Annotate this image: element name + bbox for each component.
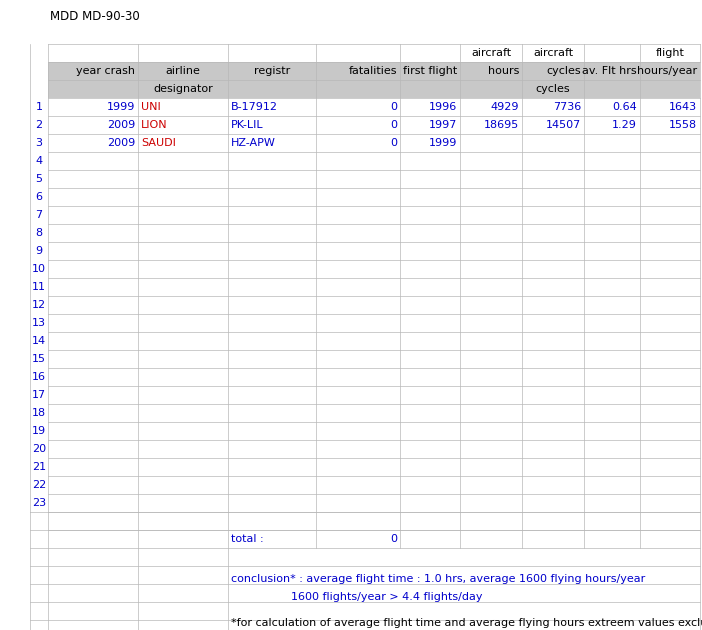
Text: B-17912: B-17912 — [231, 102, 278, 112]
Text: 0: 0 — [390, 138, 397, 148]
Text: 14507: 14507 — [545, 120, 581, 130]
Text: 16: 16 — [32, 372, 46, 382]
Text: 23: 23 — [32, 498, 46, 508]
Text: av. Flt hrs: av. Flt hrs — [583, 66, 637, 76]
Text: 2009: 2009 — [107, 138, 135, 148]
Text: cycles: cycles — [536, 84, 570, 94]
Text: 1997: 1997 — [429, 120, 457, 130]
Text: 18: 18 — [32, 408, 46, 418]
Text: 4: 4 — [35, 156, 43, 166]
Text: 2: 2 — [35, 120, 43, 130]
Text: 20: 20 — [32, 444, 46, 454]
Text: 0: 0 — [390, 120, 397, 130]
Text: airline: airline — [166, 66, 201, 76]
Text: 12: 12 — [32, 300, 46, 310]
Text: 11: 11 — [32, 282, 46, 292]
Text: flight: flight — [656, 48, 684, 58]
Text: designator: designator — [153, 84, 213, 94]
Text: hours: hours — [488, 66, 519, 76]
Text: 5: 5 — [36, 174, 43, 184]
Text: first flight: first flight — [403, 66, 457, 76]
Text: 18695: 18695 — [484, 120, 519, 130]
Text: 9: 9 — [35, 246, 43, 256]
Text: 14: 14 — [32, 336, 46, 346]
Text: UNI: UNI — [141, 102, 161, 112]
Text: 1.29: 1.29 — [612, 120, 637, 130]
Text: 22: 22 — [32, 480, 46, 490]
Text: MDD MD-90-30: MDD MD-90-30 — [50, 11, 140, 23]
Text: fatalities: fatalities — [348, 66, 397, 76]
Text: 21: 21 — [32, 462, 46, 472]
Text: 7: 7 — [35, 210, 43, 220]
Text: aircraft: aircraft — [533, 48, 573, 58]
Text: 1996: 1996 — [429, 102, 457, 112]
Text: 1600 flights/year > 4.4 flights/day: 1600 flights/year > 4.4 flights/day — [291, 592, 482, 602]
Text: PK-LIL: PK-LIL — [231, 120, 264, 130]
Text: hours/year: hours/year — [637, 66, 697, 76]
Text: *for calculation of average flight time and average flying hours extreem values : *for calculation of average flight time … — [231, 618, 702, 628]
Text: 1558: 1558 — [669, 120, 697, 130]
Bar — [48, 62, 700, 98]
Text: 8: 8 — [35, 228, 43, 238]
Text: cycles: cycles — [546, 66, 581, 76]
Text: 3: 3 — [36, 138, 43, 148]
Text: 13: 13 — [32, 318, 46, 328]
Text: 0.64: 0.64 — [612, 102, 637, 112]
Text: 4929: 4929 — [491, 102, 519, 112]
Text: year crash: year crash — [76, 66, 135, 76]
Text: aircraft: aircraft — [471, 48, 511, 58]
Text: 7736: 7736 — [552, 102, 581, 112]
Text: total :: total : — [231, 534, 264, 544]
Text: 1999: 1999 — [429, 138, 457, 148]
Text: 1: 1 — [36, 102, 43, 112]
Text: HZ-APW: HZ-APW — [231, 138, 276, 148]
Text: registr: registr — [254, 66, 290, 76]
Text: LION: LION — [141, 120, 168, 130]
Text: 17: 17 — [32, 390, 46, 400]
Text: 1643: 1643 — [669, 102, 697, 112]
Text: 2009: 2009 — [107, 120, 135, 130]
Text: 15: 15 — [32, 354, 46, 364]
Text: 10: 10 — [32, 264, 46, 274]
Text: conclusion* : average flight time : 1.0 hrs, average 1600 flying hours/year: conclusion* : average flight time : 1.0 … — [231, 574, 645, 584]
Text: 0: 0 — [390, 102, 397, 112]
Text: SAUDI: SAUDI — [141, 138, 176, 148]
Text: 0: 0 — [390, 534, 397, 544]
Text: 1999: 1999 — [107, 102, 135, 112]
Text: 19: 19 — [32, 426, 46, 436]
Text: 6: 6 — [36, 192, 43, 202]
